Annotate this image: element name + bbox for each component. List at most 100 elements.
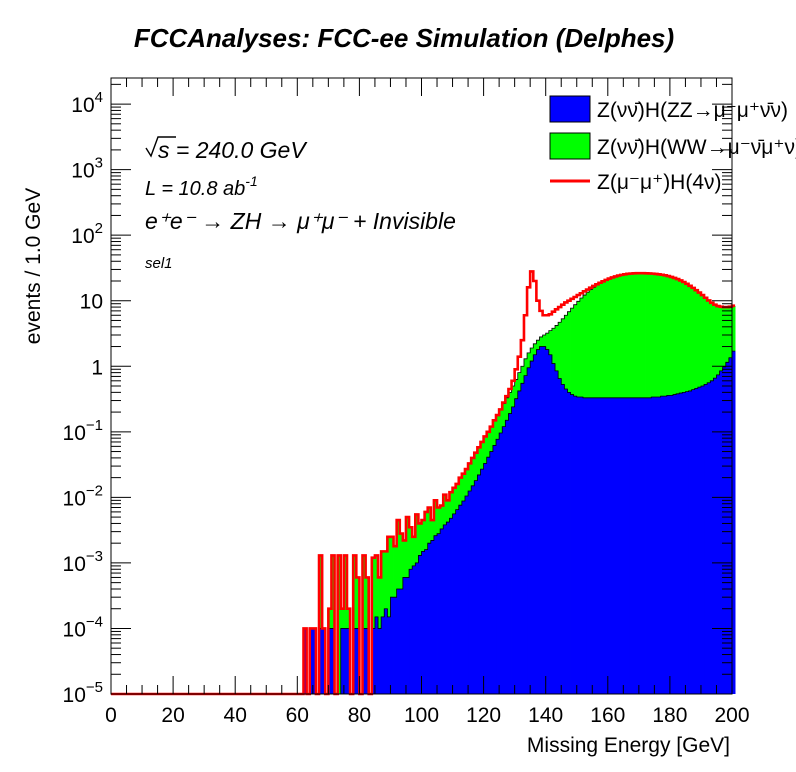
bin-zz-82 [365, 628, 370, 694]
bin-zz-165 [623, 397, 627, 694]
bin-zz-191 [704, 384, 708, 694]
bin-zz-176 [657, 396, 661, 694]
bin-zz-126 [502, 426, 506, 694]
bin-zz-105 [437, 533, 441, 694]
bin-zz-157 [598, 397, 602, 694]
bin-zz-168 [632, 397, 637, 694]
y-tick-label: 10−1 [63, 417, 103, 445]
bin-zz-187 [691, 389, 696, 694]
bin-zz-106 [440, 528, 444, 694]
bin-zz-199 [728, 357, 733, 694]
bin-zz-138 [539, 346, 543, 694]
bin-zz-127 [505, 420, 509, 694]
bin-zz-68 [322, 628, 326, 694]
bin-zz-92 [396, 588, 401, 694]
bin-zz-141 [548, 354, 553, 694]
bin-zz-178 [663, 396, 668, 694]
bin-zz-124 [496, 439, 500, 694]
bin-zz-94 [402, 577, 407, 694]
bin-ww-73 [337, 555, 342, 694]
bin-zz-107 [443, 524, 447, 694]
bin-zz-120 [483, 463, 488, 694]
bin-zz-131 [517, 390, 522, 694]
bin-zz-114 [464, 495, 469, 694]
bin-zz-182 [676, 393, 680, 694]
bin-zz-198 [725, 362, 730, 694]
luminosity-exponent: -1 [245, 173, 257, 189]
bin-zz-140 [545, 349, 550, 694]
bin-zz-104 [433, 535, 438, 694]
bin-zz-132 [520, 383, 525, 694]
legend-swatch-ww [549, 132, 591, 160]
annotation-sqrt-s: s = 240.0 GeV [145, 136, 308, 163]
bin-zz-95 [405, 577, 410, 694]
series-layer [111, 270, 736, 696]
bin-zz-123 [492, 445, 497, 694]
bin-zz-102 [427, 543, 432, 694]
legend-swatch-zz [549, 95, 591, 123]
process-label: e⁺e⁻ → ZH → μ⁺μ⁻ + Invisible [145, 208, 456, 234]
bin-zz-135 [530, 361, 534, 694]
x-tick-label: 180 [652, 704, 687, 727]
bin-zz-144 [558, 378, 562, 694]
bin-ww-67 [319, 555, 323, 694]
bin-zz-91 [393, 597, 398, 694]
bin-zz-163 [617, 397, 621, 694]
legend-label-zz: Z(νν̄)H(ZZ→μ⁻μ⁺ν̄ν) [597, 99, 788, 122]
bin-zz-125 [499, 432, 503, 694]
bin-zz-159 [604, 397, 609, 694]
bin-zz-154 [589, 397, 593, 694]
y-tick-label: 10−5 [63, 679, 103, 707]
bin-zz-167 [629, 397, 634, 694]
bin-zz-197 [722, 366, 727, 694]
bin-zz-180 [669, 395, 674, 694]
bin-zz-136 [533, 354, 537, 694]
bin-ww-81 [362, 555, 367, 694]
bin-zz-74 [340, 628, 345, 694]
bin-zz-81 [362, 628, 367, 694]
bin-zz-137 [536, 349, 540, 694]
bin-zz-164 [620, 397, 624, 694]
bin-zz-153 [586, 397, 590, 694]
bin-zz-103 [430, 540, 435, 694]
bin-zz-116 [471, 485, 475, 694]
bin-zz-151 [579, 396, 584, 694]
bin-zz-184 [682, 392, 686, 694]
bin-zz-146 [564, 389, 568, 694]
bin-zz-121 [486, 457, 491, 694]
selection-label: sel1 [145, 255, 173, 272]
bin-zz-183 [679, 393, 683, 694]
y-tick-label: 10 [80, 291, 103, 314]
bin-zz-181 [673, 394, 677, 694]
y-axis-label: events / 1.0 GeV [22, 188, 45, 344]
outline-zz [303, 346, 736, 695]
bin-zz-117 [474, 480, 478, 694]
bin-zz-189 [697, 387, 702, 694]
bin-zz-99 [418, 555, 422, 694]
bin-zz-158 [601, 397, 606, 694]
bin-zz-185 [685, 391, 689, 694]
x-tick-label: 80 [348, 704, 371, 727]
bin-zz-89 [387, 616, 391, 694]
luminosity-value: L = 10.8 ab [145, 178, 245, 200]
bin-zz-70 [328, 628, 332, 694]
bin-zz-171 [641, 397, 646, 694]
y-tick-label: 1 [91, 356, 103, 379]
axis-layer: 0 20 40 60 80 100 120 140 160 180 200 10−5 10−4 10−3 1… [63, 78, 750, 727]
y-tick-label: 10−3 [63, 548, 103, 576]
bin-zz-150 [576, 396, 581, 694]
bin-zz-149 [573, 396, 578, 694]
bin-zz-190 [700, 386, 705, 694]
bin-zz-155 [592, 397, 596, 694]
bin-zz-97 [412, 565, 416, 694]
bin-zz-71 [331, 628, 335, 694]
bin-zz-194 [713, 378, 717, 694]
bin-zz-196 [719, 370, 724, 694]
bin-zz-166 [626, 397, 630, 694]
bin-zz-78 [353, 628, 357, 694]
bin-zz-108 [446, 522, 450, 694]
bin-zz-179 [666, 395, 671, 694]
x-axis-label: Missing Energy [GeV] [527, 734, 730, 757]
bin-zz-112 [458, 505, 463, 694]
